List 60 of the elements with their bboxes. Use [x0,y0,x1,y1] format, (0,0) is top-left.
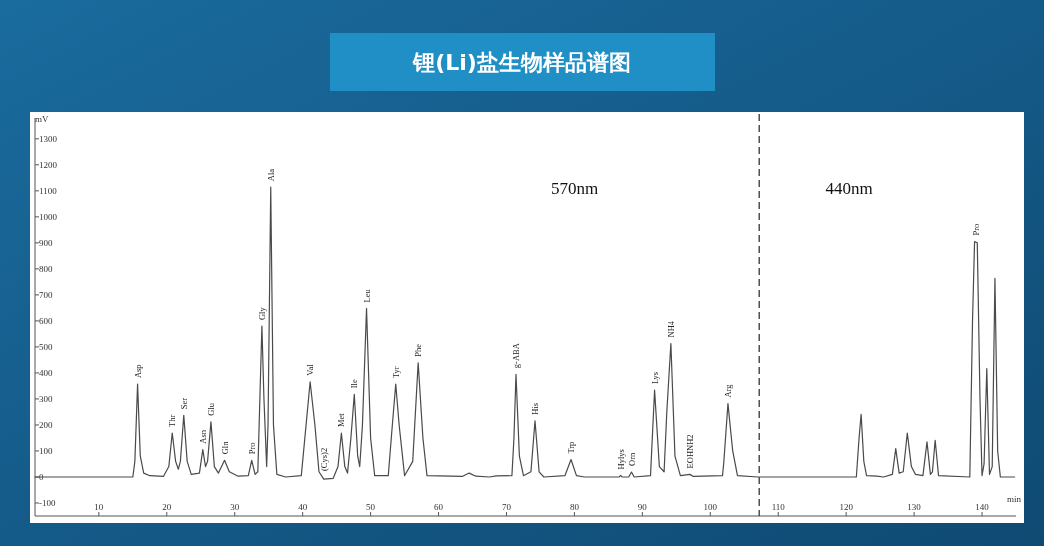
y-tick-label: 700 [39,290,53,301]
y-tick-label: 100 [39,446,53,457]
annotation: Gln [219,440,230,455]
y-tick-label: 400 [39,368,53,379]
annotation: 440nm [825,178,873,198]
x-tick-label: 100 [703,502,718,512]
x-tick-label: 110 [771,502,786,512]
x-tick-label: 120 [839,502,854,512]
annotation: Hylys [615,449,626,470]
x-tick-label: 70 [501,502,512,512]
y-tick-label: 1300 [39,134,58,145]
annotation: 570nm [550,178,599,198]
y-tick-label: 900 [39,238,53,249]
x-tick-label: 20 [162,502,172,512]
annotation: Met [336,412,347,427]
annotation: Orn [626,452,637,466]
x-tick-label: 80 [569,502,580,512]
y-tick-label: -100 [39,498,56,509]
y-tick-label: 1100 [39,186,58,197]
annotation: Lys [649,371,660,385]
x-tick-label: 130 [907,502,922,512]
annotation: Glu [206,402,216,416]
x-tick-label: 30 [230,502,240,512]
y-tick-label: 600 [39,316,53,327]
annotation: Ala [265,168,276,182]
annotation: Val [305,363,316,376]
annotation: Asp [132,364,143,379]
annotation: Asn [197,429,208,444]
y-tick-label: 300 [39,394,53,405]
x-tick-label: 10 [94,502,104,512]
y-tick-label: 500 [39,342,53,353]
annotation: EOHNH2 [684,434,695,469]
annotation: Thr [167,414,178,427]
y-tick-label: 200 [39,420,53,431]
annotation: g-ABA [511,342,521,369]
y-tick-label: 0 [39,472,44,483]
annotation: Trp [566,441,576,454]
x-tick-label: 60 [434,502,444,512]
annotation: Ile [349,379,360,389]
y-tick-label: 1000 [39,212,58,223]
annotation: Tyr [390,366,401,379]
x-tick-label: 140 [975,502,990,512]
x-axis-title: min [1006,494,1022,504]
annotation: Pro [246,442,257,455]
y-tick-label: 800 [39,264,53,275]
y-axis-title: mV [35,114,49,124]
annotation: Pro [970,223,981,236]
x-tick-label: 40 [298,502,308,512]
annotation: Gly [256,306,267,321]
annotation: Phe [413,343,424,357]
chart-title: 锂(Li)盐生物样品谱图 [412,50,631,75]
annotation: His [530,402,540,415]
annotation: NH4 [665,320,676,338]
annotation: (Cys)2 [318,447,329,471]
x-tick-label: 90 [637,502,648,512]
annotation: Leu [361,288,372,303]
annotation: Ser [178,397,189,410]
y-tick-label: 1200 [39,160,58,171]
annotation: Arg [723,383,733,398]
x-tick-label: 50 [366,502,376,512]
